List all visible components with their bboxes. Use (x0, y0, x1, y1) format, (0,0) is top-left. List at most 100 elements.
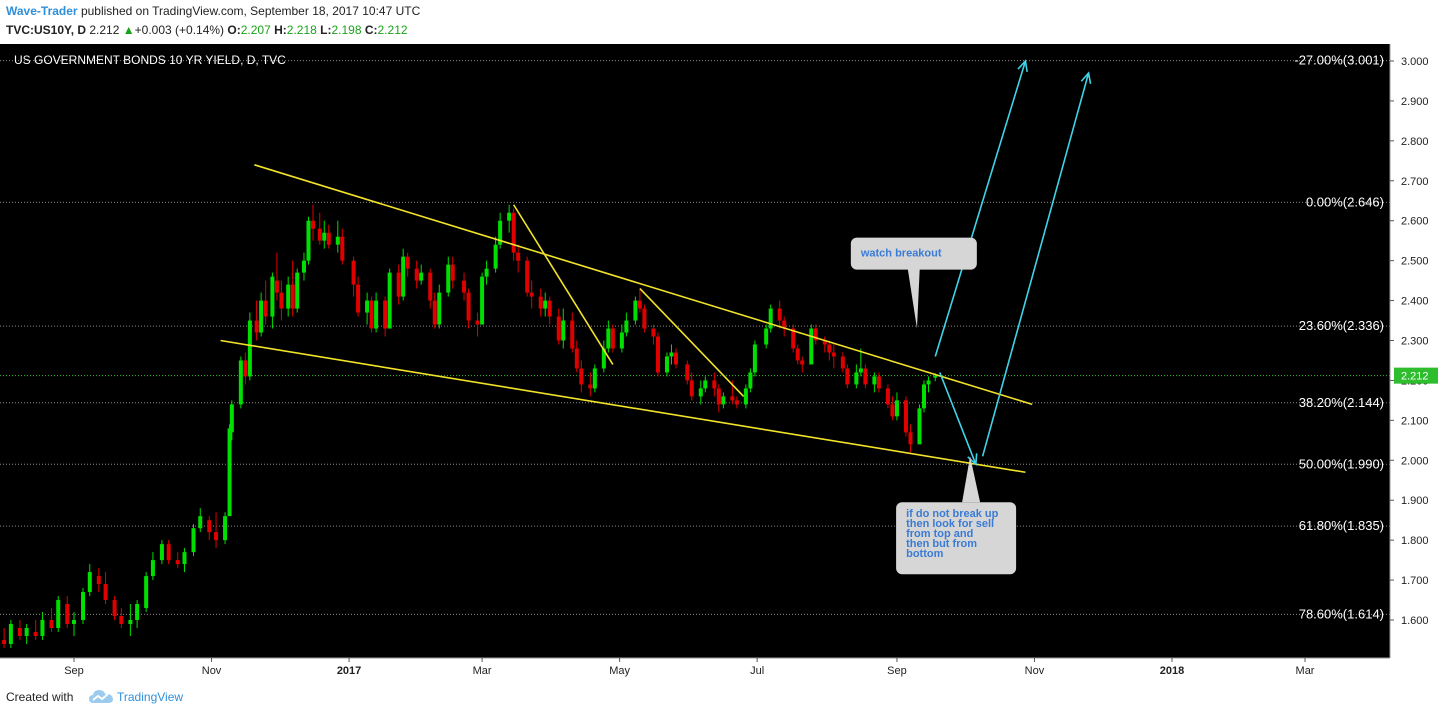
fib-retracement[interactable]: -27.00%(3.001) 0.00%(2.646) 23.60%(2.336) 3… (0, 53, 1390, 622)
candle-body (182, 552, 187, 565)
low-value: 2.198 (331, 23, 362, 37)
candle-body (574, 348, 579, 369)
candle-body (543, 300, 548, 309)
x-tick-label: Nov (202, 665, 222, 677)
trendlines[interactable] (220, 164, 1033, 474)
candle-body (414, 268, 419, 281)
candle-body (651, 328, 656, 337)
candle-body (480, 276, 485, 325)
candle-body (933, 375, 938, 378)
arrowhead-icon (1080, 71, 1092, 84)
trendline[interactable] (254, 164, 1033, 406)
candle-body (317, 228, 322, 241)
candle-body (601, 348, 606, 369)
fib-level-label: 0.00%(2.646) (1306, 194, 1384, 209)
projection-arrow[interactable] (934, 60, 1027, 357)
candle-body (685, 364, 690, 381)
y-tick-label: 2.100 (1401, 415, 1429, 427)
footer: Created with TradingView (0, 686, 1440, 710)
candle-body (854, 372, 859, 385)
x-tick-label: Nov (1025, 665, 1045, 677)
trendline[interactable] (220, 339, 1026, 474)
chart-title: US GOVERNMENT BONDS 10 YR YIELD, D, TVC (14, 53, 286, 67)
candle-body (207, 520, 212, 533)
candle-body (827, 344, 832, 353)
candle-body (295, 272, 300, 309)
low-label: L: (320, 23, 332, 37)
candle-body (876, 376, 881, 389)
candle-body (511, 212, 516, 253)
y-tick-label: 2.700 (1401, 176, 1429, 188)
candle-body (351, 260, 356, 285)
candle-body (872, 376, 877, 385)
projection-arrows[interactable] (934, 59, 1092, 466)
candle-body (525, 260, 530, 293)
candle-body (764, 328, 769, 345)
candle-body (795, 348, 800, 361)
candle-body (858, 368, 863, 373)
fib-level-label: 38.20%(2.144) (1299, 395, 1384, 410)
last-price-label: 2.212 (1401, 371, 1429, 383)
candle-body (263, 300, 268, 317)
y-tick-label: 3.000 (1401, 56, 1429, 68)
candle-body (214, 532, 219, 541)
x-tick-label: Jul (750, 665, 764, 677)
fib-level-label: 23.60%(2.336) (1299, 318, 1384, 333)
candle-body (637, 300, 642, 309)
projection-arrow[interactable] (939, 372, 977, 465)
callout-box-watch-breakout[interactable] (850, 237, 977, 270)
candle-body (507, 212, 512, 221)
time-axis-background (0, 658, 1390, 686)
candle-body (229, 404, 234, 433)
candle-body (588, 384, 593, 389)
candle-body (446, 264, 451, 293)
trendline[interactable] (512, 204, 614, 365)
callout-text: then but from (906, 538, 977, 550)
tradingview-link[interactable]: TradingView (117, 690, 184, 704)
candle-body (259, 300, 264, 333)
candle-body (326, 232, 331, 245)
fib-level-label: 50.00%(1.990) (1299, 456, 1384, 471)
candle-body (529, 292, 534, 297)
candle-body (369, 300, 374, 329)
candle-body (624, 320, 629, 333)
candle-body (669, 352, 674, 357)
y-tick-label: 2.600 (1401, 216, 1429, 228)
callout-text: from top and (906, 528, 973, 540)
candle-body (65, 604, 70, 624)
candle-body (809, 328, 814, 365)
candle-body (926, 380, 931, 385)
candle-body (17, 627, 22, 636)
candle-body (664, 356, 669, 373)
candle-body (103, 584, 108, 601)
candle-body (863, 368, 868, 385)
projection-arrow[interactable] (981, 72, 1090, 457)
trendline[interactable] (639, 288, 745, 397)
candle-body (689, 380, 694, 397)
time-axis[interactable]: Sep Nov 2017 Mar May Jul Sep Nov 2018 Mar (64, 658, 1315, 677)
candle-body (365, 300, 370, 313)
candle-body (516, 252, 521, 261)
y-tick-label: 2.400 (1401, 296, 1429, 308)
price-chart[interactable]: -27.00%(3.001) 0.00%(2.646) 23.60%(2.336) 3… (0, 44, 1440, 686)
candle-body (610, 328, 615, 349)
candle-body (752, 344, 757, 373)
candle-body (845, 368, 850, 385)
candle-body (592, 368, 597, 389)
candle-body (917, 408, 922, 445)
candle-body (72, 620, 76, 624)
candle-body (450, 264, 455, 281)
candle-body (223, 516, 228, 541)
candle-body (33, 631, 38, 636)
candle-body (791, 328, 796, 349)
callout-box-sell-note[interactable] (896, 502, 1017, 575)
author-link[interactable]: Wave-Trader (6, 4, 78, 18)
callout-pointer (962, 456, 981, 503)
candle-body (24, 627, 29, 636)
candle-body (81, 592, 86, 620)
candle-body (8, 623, 13, 644)
candle-body (150, 560, 155, 577)
published-text: published on TradingView.com, September … (80, 4, 421, 18)
price-axis[interactable]: 3.000 2.900 2.800 2.700 2.600 2.500 2.400 2.300… (1390, 56, 1438, 627)
